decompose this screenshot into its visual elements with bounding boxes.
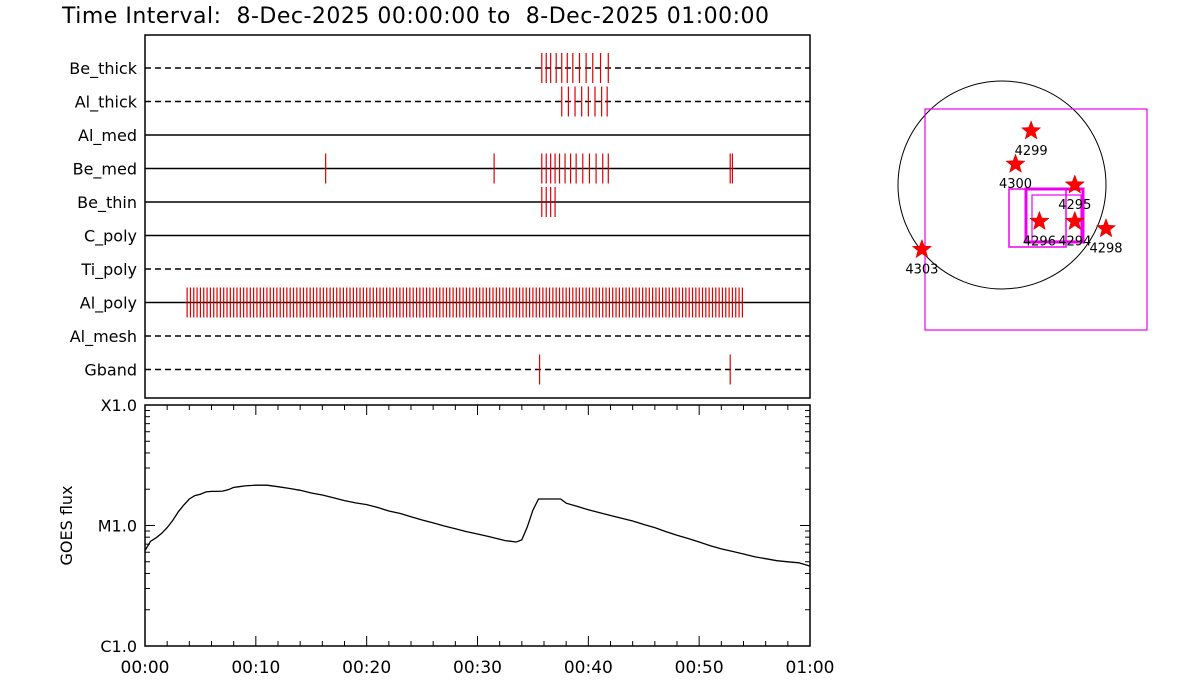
region-star-marker [1064,210,1085,231]
row-label-be_thick: Be_thick [69,59,137,79]
region-star-marker [911,238,933,259]
x-tick-label: 00:40 [564,658,613,678]
solar-limb [897,80,1107,290]
region-star-marker [1029,210,1050,231]
event-timeline-panel: Be_thick Al_thick Al_med Be_med Be_thin C_pol… [69,34,811,399]
y-axis-label: GOES flux [57,485,76,565]
region-star-marker [1064,174,1085,194]
region-label-4295: 4295 [1058,198,1091,213]
row-label-al_mesh: Al_mesh [70,327,137,347]
row-label-c_poly: C_poly [84,227,137,247]
fov-box-thick [1024,187,1085,244]
row-label-al_med: Al_med [78,126,137,146]
row-label-ti_poly: Ti_poly [80,260,137,280]
row-label-al_poly: Al_poly [80,294,137,314]
region-label-4303: 4303 [905,262,938,277]
x-tick-label: 01:00 [786,658,835,678]
goes-flux-panel: 00:00 00:10 00:20 00:30 00:40 00:50 01:00 C1.0 M… [57,396,835,678]
row-label-al_thick: Al_thick [75,93,138,113]
row-label-gband: Gband [84,361,137,380]
region-label-4300: 4300 [999,177,1032,192]
chart-title: Time Interval: 8-Dec-2025 00:00:00 to 8-… [62,4,770,29]
x-tick-label: 00:10 [231,658,280,678]
fov-box-large [924,108,1148,331]
region-star-marker [1095,217,1117,238]
x-tick-label: 00:50 [675,658,724,678]
x-tick-label: 00:20 [342,658,391,678]
row-label-be_med: Be_med [73,160,137,180]
goes-flux-line [144,484,811,567]
x-tick-label: 00:30 [453,658,502,678]
region-label-4296: 4296 [1023,234,1056,249]
y-tick-label: X1.0 [101,396,137,415]
y-tick-label: C1.0 [100,637,137,656]
region-label-4294: 4294 [1058,234,1091,249]
y-tick-label: M1.0 [98,517,137,536]
row-label-be_thin: Be_thin [77,193,137,213]
timeline-frame [144,34,811,399]
region-label-4299: 4299 [1015,144,1048,159]
goes-frame [144,404,811,647]
region-label-4298: 4298 [1089,242,1122,257]
region-star-marker [1020,120,1042,140]
region-star-marker [1005,153,1026,173]
x-tick-label: 00:00 [121,658,170,678]
